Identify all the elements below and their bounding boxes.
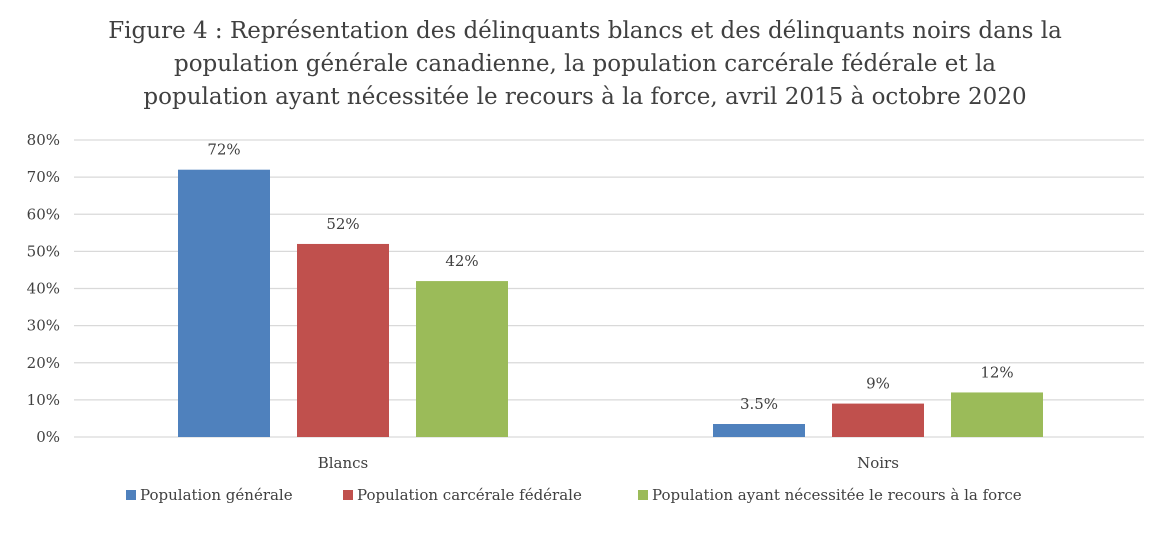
chart-title-line: population ayant nécessitée le recours à… xyxy=(143,84,1026,110)
data-label: 12% xyxy=(980,363,1013,381)
y-tick-label: 40% xyxy=(27,280,60,298)
chart-title-line: Figure 4 : Représentation des délinquant… xyxy=(108,18,1062,44)
legend-label: Population ayant nécessitée le recours à… xyxy=(652,486,1022,504)
bar xyxy=(713,424,805,437)
x-category-label: Blancs xyxy=(318,454,369,472)
chart-title: Figure 4 : Représentation des délinquant… xyxy=(108,18,1062,110)
bar xyxy=(951,392,1043,437)
x-category-label: Noirs xyxy=(857,454,899,472)
y-axis-tick-labels: 0% 10% 20% 30% 40% 50% 60% 70% 80% xyxy=(27,131,60,446)
y-tick-label: 30% xyxy=(27,317,60,335)
y-tick-label: 60% xyxy=(27,205,60,223)
y-tick-label: 20% xyxy=(27,354,60,372)
chart-title-line: population générale canadienne, la popul… xyxy=(174,51,996,77)
data-label: 42% xyxy=(445,252,478,270)
data-label: 72% xyxy=(207,141,240,159)
y-tick-label: 80% xyxy=(27,131,60,149)
y-tick-label: 0% xyxy=(36,428,60,446)
data-label: 3.5% xyxy=(740,395,778,413)
bar xyxy=(297,243,389,437)
y-tick-label: 50% xyxy=(27,242,60,260)
bar xyxy=(178,169,270,437)
legend-swatch xyxy=(126,490,136,500)
legend-label: Population générale xyxy=(140,486,293,504)
legend: Population générale Population carcérale … xyxy=(126,486,1022,504)
legend-swatch xyxy=(343,490,353,500)
bar xyxy=(416,281,508,437)
legend-label: Population carcérale fédérale xyxy=(357,486,582,504)
x-axis-category-labels: Blancs Noirs xyxy=(318,454,899,472)
y-tick-label: 10% xyxy=(27,391,60,409)
bars xyxy=(178,169,1043,437)
legend-swatch xyxy=(638,490,648,500)
y-tick-label: 70% xyxy=(27,168,60,186)
bar xyxy=(832,403,924,437)
data-label: 9% xyxy=(866,375,890,393)
data-label: 52% xyxy=(326,215,359,233)
data-labels: 72% 52% 42% 3.5% 9% 12% xyxy=(207,141,1013,413)
